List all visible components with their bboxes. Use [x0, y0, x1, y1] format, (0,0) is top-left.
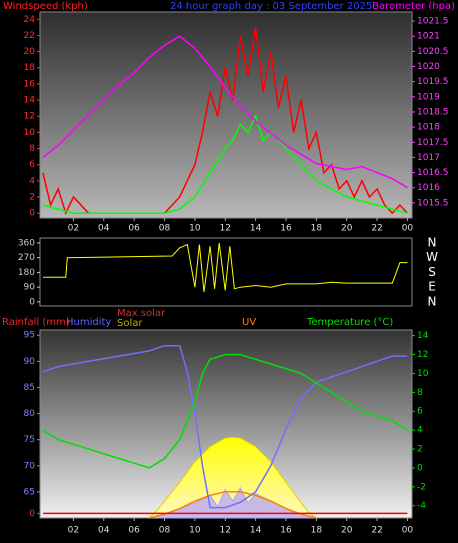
y-tick-label: 70: [24, 461, 36, 471]
y2-tick-label: 1016.5: [417, 168, 449, 178]
line: [42, 344, 408, 509]
x-tick-label: 04: [98, 224, 110, 234]
compass-label: S: [428, 265, 436, 279]
x-tick-label: 10: [189, 526, 201, 536]
x-tick-label: 16: [280, 224, 292, 234]
y2-tick-label: 1015.5: [417, 198, 449, 208]
uv-label: UV: [242, 317, 256, 328]
panel-2-background: [39, 237, 413, 307]
y2-tick-label: 0: [417, 463, 423, 473]
x-tick-label: 22: [371, 526, 382, 536]
y2-tick-label: 1020.5: [417, 47, 449, 57]
x-tick-label: 02: [68, 526, 79, 536]
x-tick-label: 22: [371, 224, 382, 234]
y2-tick-label: 2: [417, 445, 423, 455]
y-tick-label: 10: [24, 128, 36, 138]
y-tick-label: 18: [24, 63, 36, 73]
y2-tick-label: 1017: [417, 153, 440, 163]
line: [43, 242, 408, 293]
x-tick-label: 18: [311, 526, 323, 536]
y-tick-label: 24: [24, 15, 36, 25]
x-tick-label: 18: [311, 224, 323, 234]
y2-tick-label: 8: [417, 388, 423, 398]
y2-tick-label: 1021.5: [417, 17, 449, 27]
area: [148, 436, 318, 519]
y-tick-label: 14: [24, 96, 36, 106]
x-tick-label: 16: [280, 526, 292, 536]
y2-tick-label: 1016: [417, 183, 440, 193]
max-solar-label: Max solar: [117, 308, 166, 319]
y-tick-label: 8: [29, 144, 35, 154]
y2-tick-label: 14: [417, 331, 429, 341]
x-tick-label: 08: [159, 224, 171, 234]
x-tick-label: 14: [250, 526, 262, 536]
y2-tick-label: 1017.5: [417, 138, 449, 148]
y-tick-label: 0: [29, 209, 35, 219]
humidity-label: Humidity: [66, 317, 111, 328]
x-tick-label: 06: [128, 526, 140, 536]
line: [42, 35, 408, 189]
x-tick-label: 02: [68, 224, 79, 234]
x-tick-label: 12: [220, 224, 231, 234]
x-tick-label: 14: [250, 224, 262, 234]
y2-tick-label: 1020: [417, 62, 440, 72]
y-tick-label: 75: [24, 435, 35, 445]
y2-tick-label: 1019.5: [417, 77, 449, 87]
x-tick-label: 00: [402, 526, 414, 536]
barometer-label: Barometer (hpa): [372, 1, 455, 12]
y-tick-label: 85: [24, 383, 35, 393]
x-tick-label: 10: [189, 224, 201, 234]
solar-label: Solar: [117, 318, 143, 329]
compass-label: E: [428, 280, 436, 294]
y2-tick-label: 1021: [417, 32, 440, 42]
y2-tick-label: 10: [417, 369, 429, 379]
y-tick-label: 360: [18, 238, 35, 248]
y-tick-label: 90: [24, 283, 36, 293]
y-tick-label: 0: [29, 297, 35, 307]
y2-tick-label: 12: [417, 350, 428, 360]
x-tick-label: 08: [159, 526, 171, 536]
y-tick-label: 20: [24, 47, 36, 57]
line: [42, 353, 408, 469]
y-tick-label: 90: [24, 357, 36, 367]
x-tick-label: 00: [402, 224, 414, 234]
rainfall-label: Rainfall (mm): [2, 317, 70, 328]
y-tick-label: 22: [24, 31, 35, 41]
y-tick-label: 16: [24, 79, 36, 89]
x-tick-label: 04: [98, 526, 110, 536]
y-tick-label: 80: [24, 409, 36, 419]
compass-label: N: [428, 235, 437, 249]
y-tick-label: 2: [29, 192, 35, 202]
y2-tick-label: 4: [417, 426, 423, 436]
panel-1-background: [39, 11, 413, 219]
y2-tick-label: 1019: [417, 92, 440, 102]
compass-label: W: [426, 250, 438, 264]
y-tick-label: 270: [18, 253, 35, 263]
x-tick-label: 20: [341, 224, 353, 234]
y2-tick-label: 1018: [417, 123, 440, 133]
temperature-label: Temperature (°C): [306, 317, 393, 328]
x-tick-label: 20: [341, 526, 353, 536]
y-tick-label: 4: [29, 176, 35, 186]
y2-tick-label: -4: [417, 501, 426, 511]
y-tick-label: 95: [24, 331, 35, 341]
line: [42, 114, 408, 214]
windspeed-label: Windspeed (kph): [3, 1, 88, 12]
compass-label: N: [428, 294, 437, 308]
x-tick-label: 12: [220, 526, 231, 536]
y-tick-label: 65: [24, 487, 35, 497]
y2-tick-label: -2: [417, 482, 426, 492]
y-tick-label: 6: [29, 160, 35, 170]
y-tick-label: 180: [18, 268, 35, 278]
x-tick-label: 06: [128, 224, 140, 234]
y5-tick-label: 0: [29, 509, 35, 519]
graph-title: 24 hour graph day : 03 September 2025: [170, 1, 372, 12]
y2-tick-label: 1018.5: [417, 107, 449, 117]
y-tick-label: 12: [24, 112, 35, 122]
line: [149, 490, 317, 519]
y2-tick-label: 6: [417, 407, 423, 417]
